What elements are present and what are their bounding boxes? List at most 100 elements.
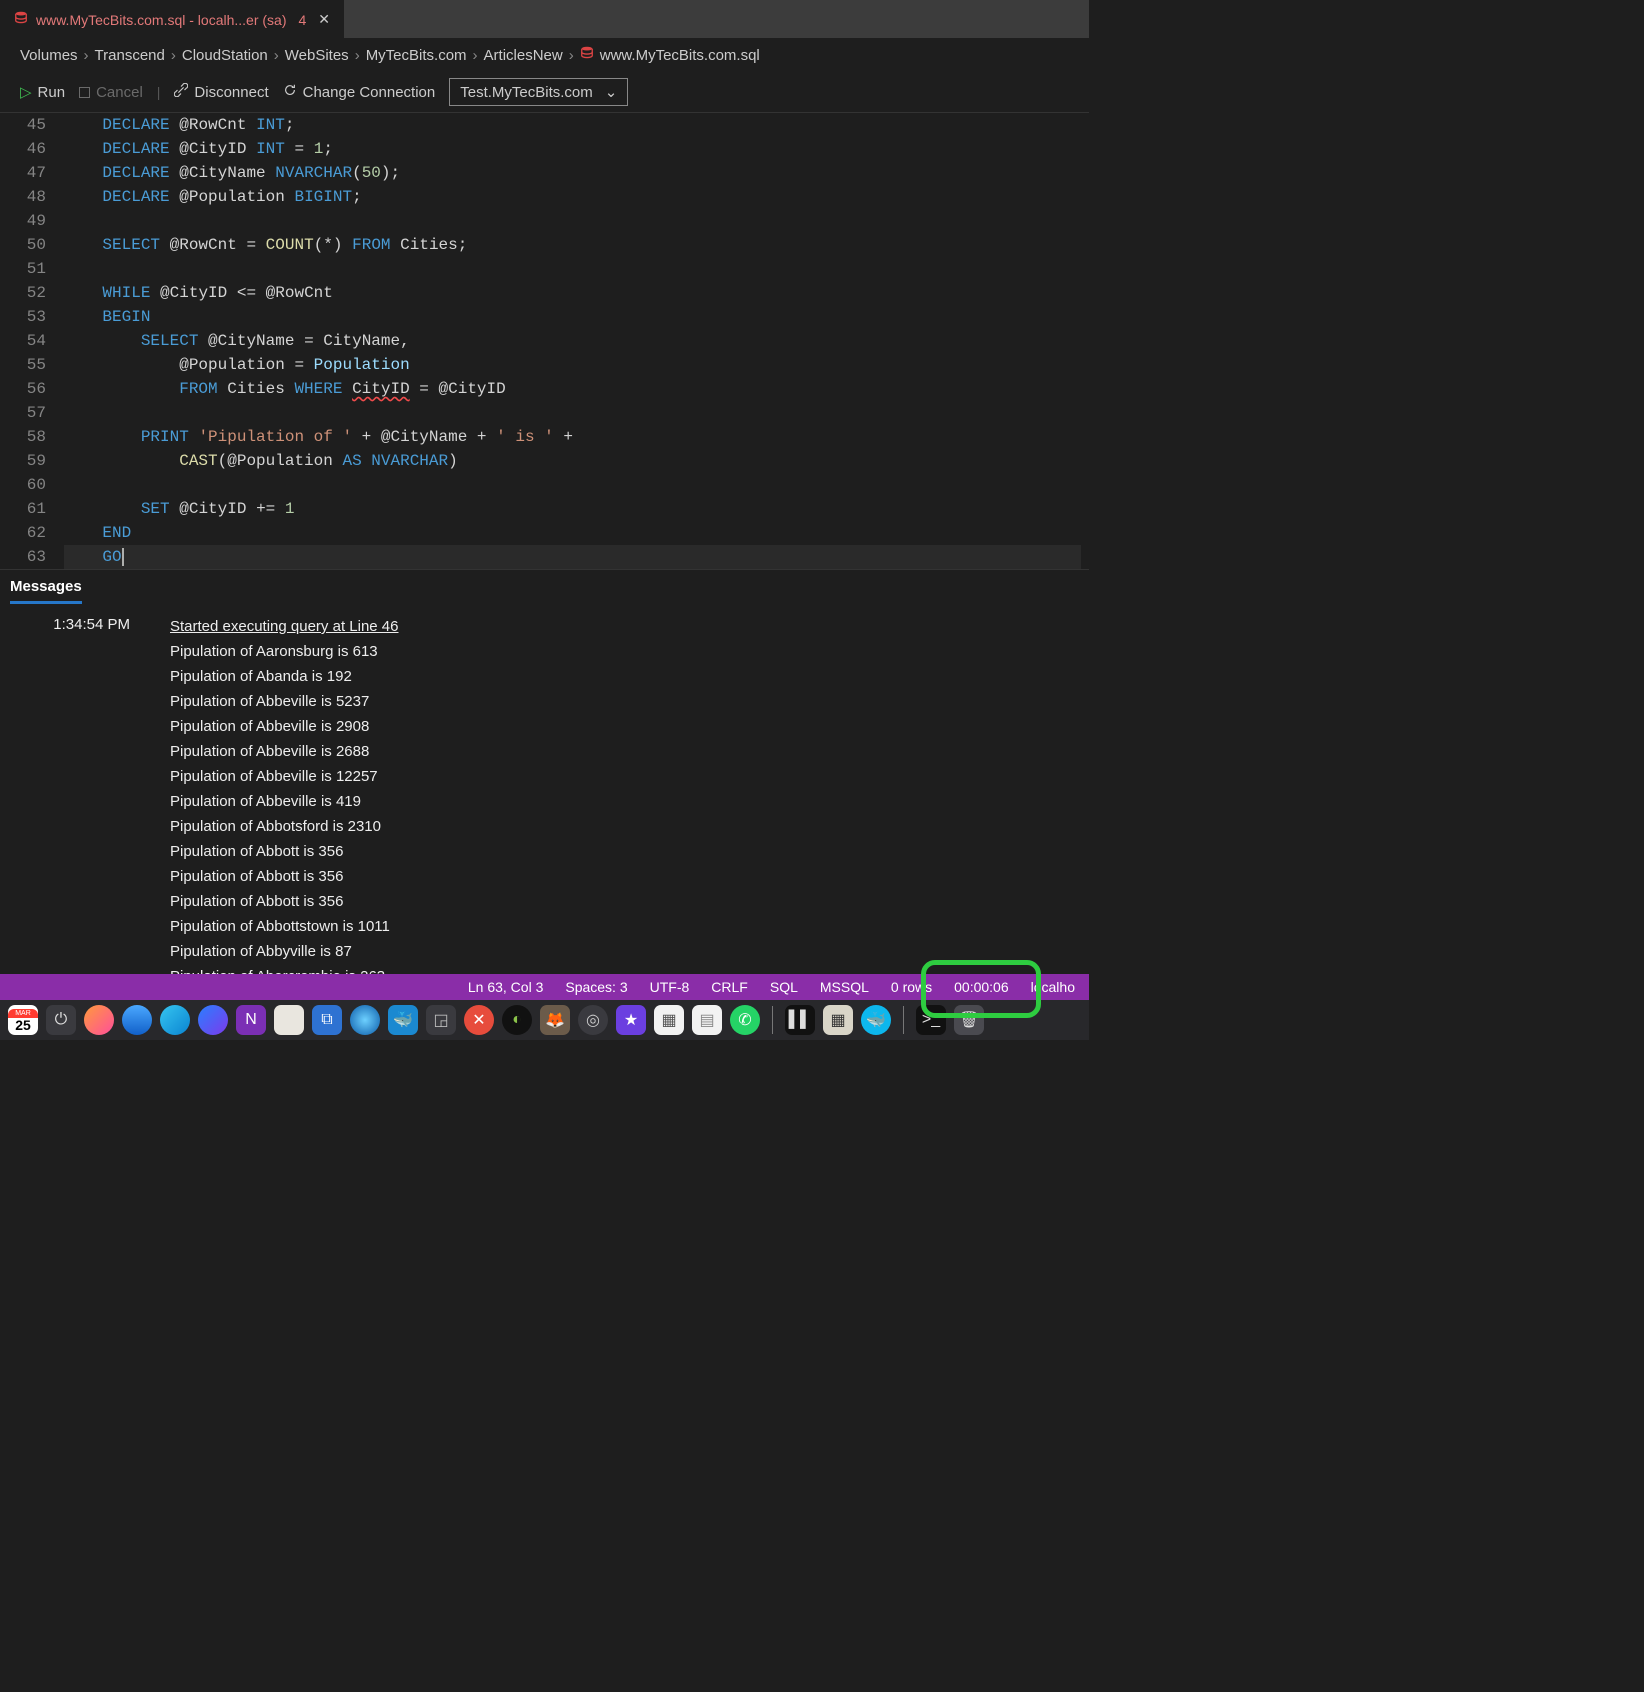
code-line: END [64,521,1081,545]
stop-icon [79,87,90,98]
code-line: DECLARE @RowCnt INT; [64,113,1081,137]
status-eol[interactable]: CRLF [711,979,748,995]
breadcrumb-segment[interactable]: CloudStation [182,47,268,64]
code-line: PRINT 'Pipulation of ' + @CityName + ' i… [64,425,1081,449]
breadcrumb-separator: › [84,47,89,64]
line-number: 57 [0,401,46,425]
message-line: Pipulation of Abbeville is 12257 [170,764,1079,789]
line-number: 53 [0,305,46,329]
message-line: Pipulation of Abbott is 356 [170,839,1079,864]
code-line: SET @CityID += 1 [64,497,1081,521]
code-line: SELECT @CityName = CityName, [64,329,1081,353]
breadcrumb: Volumes›Transcend›CloudStation›WebSites›… [0,38,1089,72]
code-line: BEGIN [64,305,1081,329]
line-number: 55 [0,353,46,377]
line-number: 62 [0,521,46,545]
status-indent[interactable]: Spaces: 3 [565,979,627,995]
toolbar-separator: | [157,84,161,100]
code-line: DECLARE @CityName NVARCHAR(50); [64,161,1081,185]
line-gutter: 45464748495051525354555657585960616263 [0,113,64,569]
dock-icon-trash[interactable]: 🗑 [954,1005,984,1035]
code-line [64,209,1081,233]
results-panel-header: Messages [0,569,1089,604]
code-line: @Population = Population [64,353,1081,377]
database-icon [580,46,594,64]
dock-icon-app7[interactable]: ▦ [823,1005,853,1035]
code-line: SELECT @RowCnt = COUNT(*) FROM Cities; [64,233,1081,257]
dock-icon-app3[interactable]: ◐ [502,1005,532,1035]
dock-icon-power[interactable]: ⏻ [46,1005,76,1035]
breadcrumb-separator: › [274,47,279,64]
line-number: 60 [0,473,46,497]
code-area[interactable]: DECLARE @RowCnt INT; DECLARE @CityID INT… [64,113,1089,569]
dock-separator [903,1006,904,1034]
status-language[interactable]: SQL [770,979,798,995]
line-number: 58 [0,425,46,449]
breadcrumb-segment[interactable]: Volumes [20,47,78,64]
status-elapsed: 00:00:06 [954,979,1009,995]
dock-icon-docker[interactable]: 🐳 [388,1005,418,1035]
macos-dock: MAR25 ⏻ N ⧉ 🐳 ◲ ✕ ◐ 🦊 ◎ ★ ▦ ▤ ✆ ▌▌ ▦ 🐳 >_ 🗑 [0,1000,1089,1040]
line-number: 49 [0,209,46,233]
dock-icon-vm[interactable]: ◲ [426,1005,456,1035]
breadcrumb-separator: › [473,47,478,64]
message-line: Pipulation of Abanda is 192 [170,664,1079,689]
code-line: DECLARE @Population BIGINT; [64,185,1081,209]
message-output: Started executing query at Line 46Pipula… [170,614,1079,964]
dock-icon-firefox-dev[interactable] [198,1005,228,1035]
dock-icon-safari[interactable] [122,1005,152,1035]
dock-calendar[interactable]: MAR25 [8,1005,38,1035]
dock-icon-edge[interactable] [160,1005,190,1035]
breadcrumb-segment[interactable]: www.MyTecBits.com.sql [600,47,760,64]
dock-icon-textedit[interactable] [274,1005,304,1035]
editor-tab[interactable]: www.MyTecBits.com.sql - localh...er (sa)… [0,0,344,38]
status-provider[interactable]: MSSQL [820,979,869,995]
message-line: Pipulation of Abercrombie is 263 [170,964,1079,974]
dock-icon-app2[interactable]: ✕ [464,1005,494,1035]
message-line: Pipulation of Abbott is 356 [170,889,1079,914]
line-number: 54 [0,329,46,353]
line-number: 61 [0,497,46,521]
dock-separator [772,1006,773,1034]
breadcrumb-segment[interactable]: MyTecBits.com [366,47,467,64]
dock-icon-terminal2[interactable]: >_ [916,1005,946,1035]
line-number: 51 [0,257,46,281]
status-position[interactable]: Ln 63, Col 3 [468,979,544,995]
database-selector[interactable]: Test.MyTecBits.com ⌄ [449,78,628,106]
line-number: 48 [0,185,46,209]
message-timestamp: 1:34:54 PM [10,614,130,964]
line-number: 56 [0,377,46,401]
run-button[interactable]: ▷ Run [20,83,65,101]
dock-icon-app4[interactable]: ◎ [578,1005,608,1035]
run-label: Run [38,84,66,101]
dock-icon-vscode[interactable]: ⧉ [312,1005,342,1035]
status-encoding[interactable]: UTF-8 [650,979,690,995]
dock-icon-whatsapp[interactable]: ✆ [730,1005,760,1035]
dock-icon-app5[interactable]: ★ [616,1005,646,1035]
code-line: FROM Cities WHERE CityID = @CityID [64,377,1081,401]
breadcrumb-segment[interactable]: WebSites [285,47,349,64]
dock-icon-app1[interactable] [350,1005,380,1035]
message-line: Pipulation of Aaronsburg is 613 [170,639,1079,664]
dock-icon-gimp[interactable]: 🦊 [540,1005,570,1035]
code-line [64,473,1081,497]
message-line: Pipulation of Abbottstown is 1011 [170,914,1079,939]
close-icon[interactable]: ✕ [318,11,330,28]
code-editor[interactable]: 45464748495051525354555657585960616263 D… [0,113,1089,569]
database-name: Test.MyTecBits.com [460,84,593,101]
dock-icon-launchpad[interactable]: ▦ [654,1005,684,1035]
dock-icon-terminal[interactable]: ▌▌ [785,1005,815,1035]
messages-tab[interactable]: Messages [10,578,82,604]
dock-icon-onenote[interactable]: N [236,1005,266,1035]
line-number: 59 [0,449,46,473]
breadcrumb-segment[interactable]: Transcend [95,47,165,64]
dock-icon-docker2[interactable]: 🐳 [861,1005,891,1035]
line-number: 46 [0,137,46,161]
breadcrumb-segment[interactable]: ArticlesNew [484,47,563,64]
disconnect-label: Disconnect [194,84,268,101]
dock-icon-app6[interactable]: ▤ [692,1005,722,1035]
change-connection-button[interactable]: Change Connection [283,83,436,101]
dock-icon-firefox[interactable] [84,1005,114,1035]
sql-toolbar: ▷ Run Cancel | Disconnect Change Connect… [0,72,1089,113]
disconnect-button[interactable]: Disconnect [174,83,268,101]
